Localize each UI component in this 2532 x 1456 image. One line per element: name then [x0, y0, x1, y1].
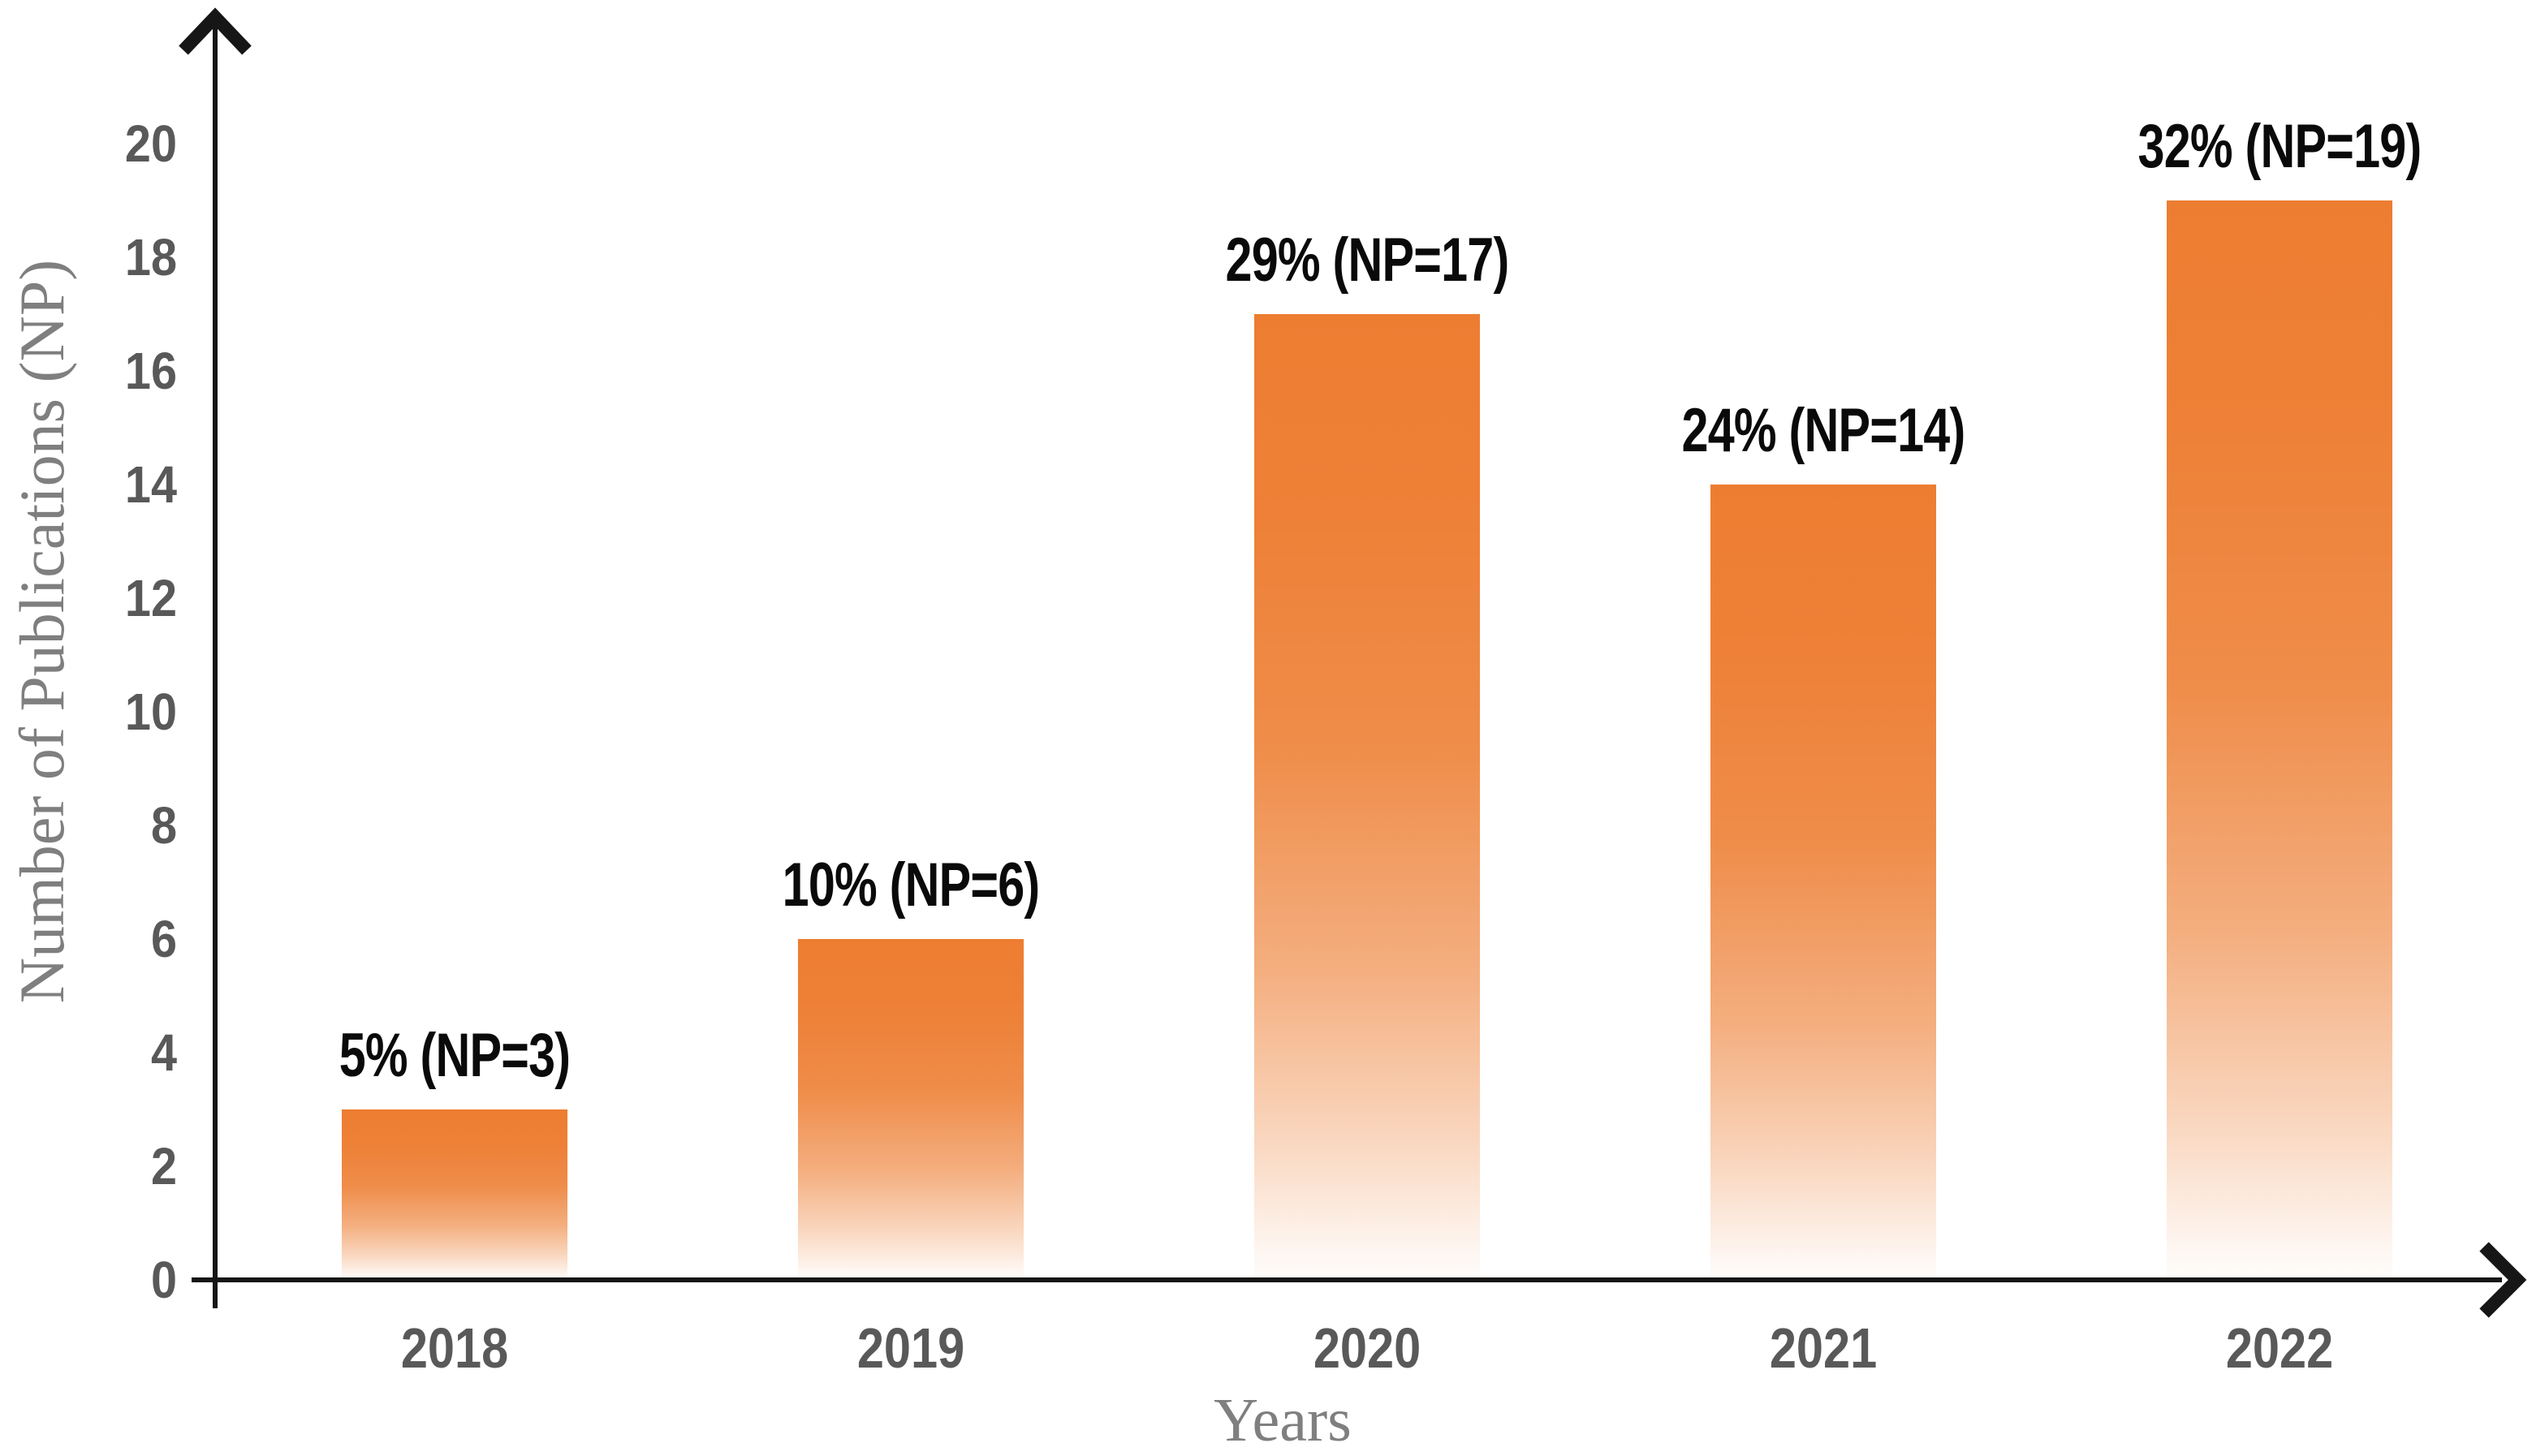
bar-value-label-2018: 5% (NP=3) [339, 1021, 571, 1090]
bar-2020 [1254, 314, 1480, 1280]
bar-2018 [342, 1109, 567, 1280]
y-tick-label-8: 8 [150, 796, 177, 855]
x-tick-label-2021: 2021 [1769, 1316, 1878, 1380]
bar-value-label-2021: 24% (NP=14) [1681, 396, 1966, 465]
x-axis-title: Years [1214, 1386, 1352, 1454]
bar-value-label-2022: 32% (NP=19) [2137, 112, 2422, 181]
y-tick-label-12: 12 [124, 569, 177, 627]
y-tick-label-6: 6 [150, 910, 177, 968]
bar-2021 [1710, 485, 1936, 1280]
bar-2019 [798, 939, 1024, 1280]
y-tick-label-0: 0 [150, 1251, 177, 1309]
y-tick-label-18: 18 [124, 228, 177, 286]
x-tick-label-2020: 2020 [1313, 1316, 1421, 1380]
y-tick-label-4: 4 [150, 1023, 177, 1082]
y-axis-arrow-icon [179, 7, 252, 55]
bar-2022 [2167, 200, 2392, 1280]
x-axis-arrow-icon [2479, 1242, 2527, 1318]
bar-value-label-2020: 29% (NP=17) [1225, 226, 1510, 295]
y-tick-label-10: 10 [124, 683, 177, 741]
x-tick-label-2018: 2018 [400, 1316, 509, 1380]
bar-value-label-2019: 10% (NP=6) [782, 851, 1041, 920]
y-tick-label-14: 14 [124, 455, 177, 514]
y-tick-label-2: 2 [150, 1137, 177, 1195]
x-tick-label-2022: 2022 [2225, 1316, 2334, 1380]
y-tick-label-16: 16 [124, 342, 177, 400]
y-tick-label-20: 20 [124, 114, 177, 173]
x-tick-label-2019: 2019 [856, 1316, 965, 1380]
